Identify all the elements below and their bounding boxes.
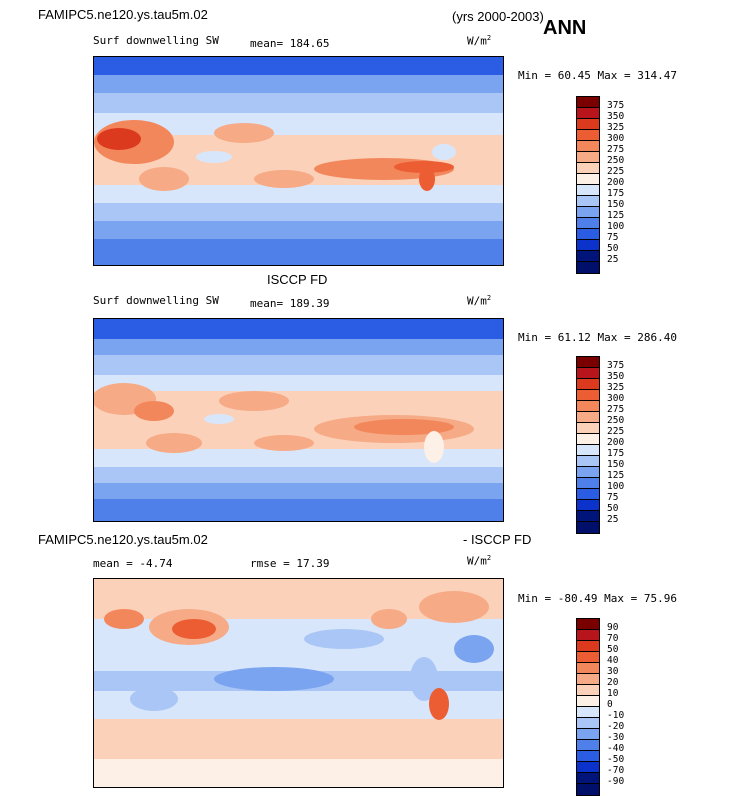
colorbar-label: 50: [607, 644, 619, 655]
minmax-label: Min = 60.45 Max = 314.47: [518, 69, 677, 82]
colorbar-diff: [576, 618, 600, 796]
colorbar-label: -70: [607, 765, 625, 776]
mean-label: mean= 184.65: [250, 37, 330, 50]
colorbar-label: 125: [607, 470, 625, 481]
diff-mean-label: mean = -4.74: [93, 557, 173, 570]
colorbar-label: 100: [607, 481, 625, 492]
colorbar-label: 40: [607, 655, 619, 666]
case-name-title: FAMIPC5.ne120.ys.tau5m.02: [38, 7, 208, 22]
colorbar-label: 325: [607, 122, 625, 133]
map-obs-field: [94, 319, 503, 521]
colorbar-label: 325: [607, 382, 625, 393]
years-label: (yrs 2000-2003): [452, 9, 544, 24]
colorbar-label: -40: [607, 743, 625, 754]
colorbar-label: 90: [607, 622, 619, 633]
units-label: W/m2: [467, 34, 492, 48]
colorbar-label: -50: [607, 754, 625, 765]
colorbar-model: [576, 96, 600, 274]
colorbar-label: 20: [607, 677, 619, 688]
diff-title-left: FAMIPC5.ne120.ys.tau5m.02: [38, 532, 208, 547]
map-obs: [93, 318, 504, 522]
colorbar-label: 300: [607, 393, 625, 404]
colorbar-label: 50: [607, 503, 619, 514]
colorbar-label: 175: [607, 448, 625, 459]
colorbar-label: 200: [607, 177, 625, 188]
colorbar-label: 150: [607, 459, 625, 470]
colorbar-label: 125: [607, 210, 625, 221]
season-label: ANN: [543, 17, 587, 39]
colorbar-label: 25: [607, 514, 619, 525]
colorbar-label: -10: [607, 710, 625, 721]
colorbar-label: 300: [607, 133, 625, 144]
colorbar-label: 50: [607, 243, 619, 254]
map-diff: [93, 578, 504, 788]
mean-label: mean= 189.39: [250, 297, 330, 310]
colorbar-label: 25: [607, 254, 619, 265]
minmax-label: Min = -80.49 Max = 75.96: [518, 592, 677, 605]
colorbar-obs: [576, 356, 600, 534]
map-diff-field: [94, 579, 503, 787]
diff-title-right: - ISCCP FD: [463, 532, 532, 547]
colorbar-label: 350: [607, 111, 625, 122]
colorbar-label: 0: [607, 699, 613, 710]
colorbar-label: -20: [607, 721, 625, 732]
colorbar-label: 375: [607, 360, 625, 371]
colorbar-label: 30: [607, 666, 619, 677]
colorbar-label: 70: [607, 633, 619, 644]
colorbar-label: 350: [607, 371, 625, 382]
colorbar-label: 225: [607, 166, 625, 177]
colorbar-label: 10: [607, 688, 619, 699]
colorbar-label: 250: [607, 415, 625, 426]
variable-label: Surf downwelling SW: [93, 34, 219, 47]
colorbar-label: 75: [607, 232, 619, 243]
colorbar-label: 150: [607, 199, 625, 210]
colorbar-label: 225: [607, 426, 625, 437]
colorbar-label: 375: [607, 100, 625, 111]
units-label: W/m2: [467, 294, 492, 308]
colorbar-label: -30: [607, 732, 625, 743]
diff-rmse-label: rmse = 17.39: [250, 557, 330, 570]
obs-title: ISCCP FD: [267, 272, 328, 287]
colorbar-label: 275: [607, 404, 625, 415]
map-model: [93, 56, 504, 266]
colorbar-label: 175: [607, 188, 625, 199]
colorbar-label: 250: [607, 155, 625, 166]
colorbar-label: 100: [607, 221, 625, 232]
units-label: W/m2: [467, 554, 492, 568]
colorbar-label: -90: [607, 776, 625, 787]
colorbar-label: 200: [607, 437, 625, 448]
variable-label: Surf downwelling SW: [93, 294, 219, 307]
map-model-field: [94, 57, 503, 265]
colorbar-label: 275: [607, 144, 625, 155]
colorbar-label: 75: [607, 492, 619, 503]
minmax-label: Min = 61.12 Max = 286.40: [518, 331, 677, 344]
